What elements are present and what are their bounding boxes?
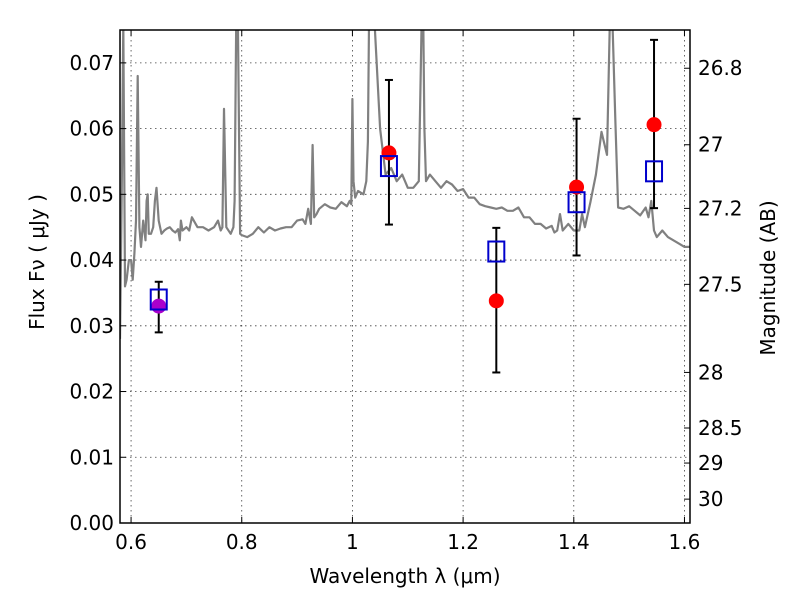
model-flux-square	[487, 240, 506, 263]
x-tick-label: 1.2	[447, 530, 479, 554]
right-tick-label: 26.8	[698, 56, 743, 80]
model-flux-square	[567, 191, 586, 214]
right-tick-label: 30	[698, 487, 723, 511]
observed-flux-point	[646, 117, 662, 133]
model-flux-square	[645, 160, 664, 183]
observed-flux-point	[569, 179, 585, 195]
observed-flux-point	[151, 298, 167, 314]
axes: 0.6 0.8 1 1.2 1.4 1.6 0.00 0.01 0.02 0.03 0.04 0.05…	[69, 30, 743, 554]
right-tick-label: 29	[698, 451, 723, 475]
right-axis-title: Magnitude (AB)	[756, 200, 780, 355]
y-tick-label: 0.02	[69, 380, 114, 404]
y-axis-title: Flux Fν ( μJy )	[25, 194, 49, 330]
right-tick-label: 27	[698, 133, 723, 157]
y-tick-label: 0.01	[69, 445, 114, 469]
right-tick-label: 27.2	[698, 196, 743, 220]
x-tick-label: 1.6	[669, 530, 701, 554]
y-tick-label: 0.07	[69, 51, 114, 75]
right-tick-label: 27.5	[698, 272, 743, 296]
right-tick-label: 28.5	[698, 416, 743, 440]
y-tick-label: 0.04	[69, 248, 114, 272]
plot-frame	[119, 29, 691, 524]
x-tick-label: 0.8	[226, 530, 258, 554]
x-tick-label: 1.4	[558, 530, 590, 554]
y-tick-label: 0.00	[69, 511, 114, 535]
model-flux-square	[149, 288, 168, 311]
plot-area	[120, 30, 690, 374]
x-tick-label: 0.6	[115, 530, 147, 554]
observed-flux-point	[488, 293, 504, 309]
y-tick-label: 0.06	[69, 117, 114, 141]
y-tick-label: 0.03	[69, 314, 114, 338]
x-axis-title: Wavelength λ (μm)	[309, 564, 500, 588]
observed-flux-point	[381, 145, 397, 161]
right-tick-label: 28	[698, 360, 723, 384]
model-flux-square	[379, 155, 398, 178]
y-tick-label: 0.05	[69, 182, 114, 206]
grid	[120, 30, 690, 524]
x-tick-label: 1	[346, 530, 359, 554]
